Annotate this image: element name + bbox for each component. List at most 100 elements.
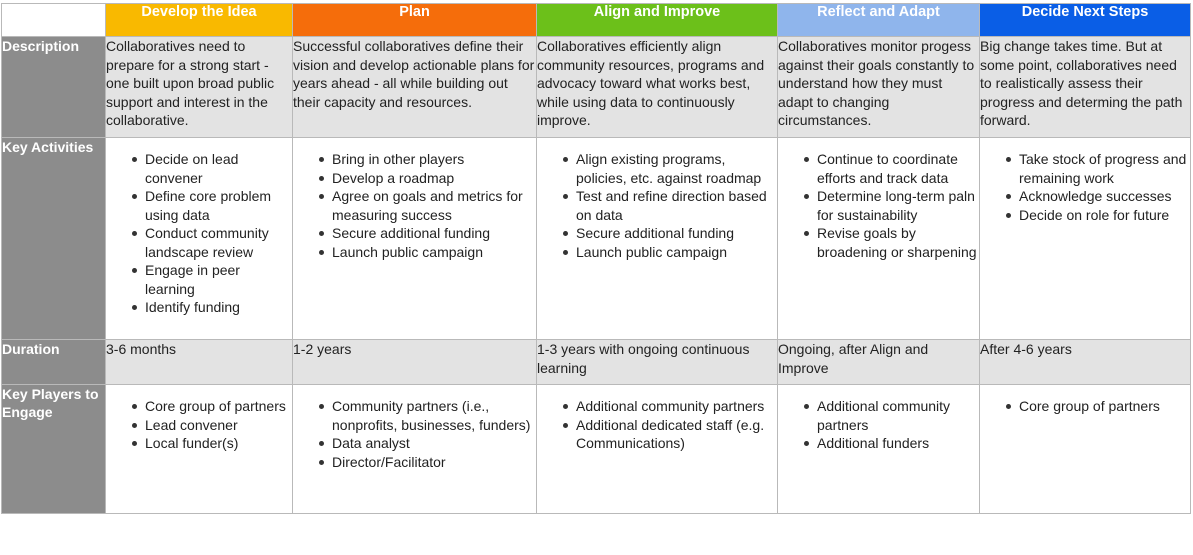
list-item: Identify funding xyxy=(132,298,292,317)
players-cell: Additional community partners Additional … xyxy=(536,384,778,514)
list-item-text: Community partners (i.e., nonprofits, bu… xyxy=(332,398,531,433)
activities-cell: Decide on lead convener Define core probl… xyxy=(105,137,293,340)
bullet-icon xyxy=(132,268,137,273)
description-cell: Collaboratives efficiently align communi… xyxy=(536,36,778,138)
list-item: Determine long-term paln for sustainabil… xyxy=(804,187,979,224)
duration-row: Duration 3-6 months 1-2 years 1-3 years … xyxy=(1,339,1191,385)
key-activities-row: Key Activities Decide on lead convener De… xyxy=(1,137,1191,340)
activities-list: Continue to coordinate efforts and track… xyxy=(779,150,979,261)
bullet-icon xyxy=(563,404,568,409)
phase-header-row: Develop the Idea Plan Align and Improve … xyxy=(1,3,1191,37)
list-item: Core group of partners xyxy=(1006,397,1190,416)
duration-cell: Ongoing, after Align and Improve xyxy=(777,339,980,385)
bullet-icon xyxy=(132,441,137,446)
list-item: Additional community partners xyxy=(804,397,979,434)
players-list: Core group of partners Lead convener Local… xyxy=(107,397,292,453)
list-item-text: Director/Facilitator xyxy=(332,453,446,470)
list-item-text: Bring in other players xyxy=(332,151,465,167)
row-header-key-players: Key Players to Engage xyxy=(1,384,106,514)
list-item: Test and refine direction based on data xyxy=(563,187,777,224)
players-list: Additional community partners Additional … xyxy=(538,397,777,453)
list-item-text: Secure additional funding xyxy=(576,225,735,241)
list-item: Local funder(s) xyxy=(132,434,292,453)
description-cell: Collaboratives need to prepare for a str… xyxy=(105,36,293,138)
activities-cell: Bring in other players Develop a roadmap A… xyxy=(292,137,537,340)
list-item-text: Take stock of progress and remaining wor… xyxy=(1019,151,1187,186)
bullet-icon xyxy=(563,157,568,162)
list-item: Bring in other players xyxy=(319,150,536,169)
players-list: Core group of partners xyxy=(981,397,1190,416)
list-item-text: Align existing programs, policies, etc. … xyxy=(576,151,762,186)
bullet-icon xyxy=(319,157,324,162)
list-item: Lead convener xyxy=(132,416,292,435)
bullet-icon xyxy=(563,422,568,428)
bullet-icon xyxy=(804,157,809,162)
list-item-text: Acknowledge successes xyxy=(1019,188,1172,204)
players-cell: Core group of partners Lead convener Local… xyxy=(105,384,293,514)
list-item: Launch public campaign xyxy=(319,243,536,262)
players-cell: Community partners (i.e., nonprofits, bu… xyxy=(292,384,537,514)
bullet-icon xyxy=(319,175,324,181)
duration-cell: 1-3 years with ongoing continuous learni… xyxy=(536,339,778,385)
activities-cell: Continue to coordinate efforts and track… xyxy=(777,137,980,340)
players-cell: Additional community partners Additional … xyxy=(777,384,980,514)
bullet-icon xyxy=(563,231,568,236)
list-item-text: Continue to coordinate efforts and track… xyxy=(817,151,958,186)
phase-matrix-table: Develop the Idea Plan Align and Improve … xyxy=(1,3,1191,514)
list-item-text: Lead convener xyxy=(145,416,238,433)
list-item: Data analyst xyxy=(319,434,536,453)
list-item-text: Identify funding xyxy=(145,299,240,315)
description-cell: Big change takes time. But at some point… xyxy=(979,36,1191,138)
list-item: Secure additional funding xyxy=(563,224,777,243)
bullet-icon xyxy=(804,404,809,409)
bullet-icon xyxy=(319,194,324,199)
bullet-icon xyxy=(804,441,809,446)
activities-list: Decide on lead convener Define core probl… xyxy=(107,150,292,317)
corner-cell xyxy=(1,3,106,37)
bullet-icon xyxy=(132,404,137,409)
list-item: Community partners (i.e., nonprofits, bu… xyxy=(319,397,536,434)
list-item-text: Revise goals by broadening or sharpening xyxy=(817,225,977,260)
list-item: Agree on goals and metrics for measuring… xyxy=(319,187,536,224)
bullet-icon xyxy=(132,422,137,428)
list-item-text: Secure additional funding xyxy=(332,225,491,241)
players-list: Additional community partners Additional … xyxy=(779,397,979,453)
bullet-icon xyxy=(1006,404,1011,409)
bullet-icon xyxy=(319,231,324,236)
list-item: Launch public campaign xyxy=(563,243,777,262)
list-item: Define core problem using data xyxy=(132,187,292,224)
list-item: Continue to coordinate efforts and track… xyxy=(804,150,979,187)
list-item-text: Core group of partners xyxy=(1019,398,1160,414)
activities-list: Align existing programs, policies, etc. … xyxy=(538,150,777,262)
bullet-icon xyxy=(804,194,809,199)
activities-cell: Align existing programs, policies, etc. … xyxy=(536,137,778,340)
list-item: Conduct community landscape review xyxy=(132,224,292,261)
list-item-text: Agree on goals and metrics for measuring… xyxy=(332,188,523,223)
list-item-text: Engage in peer learning xyxy=(145,262,240,297)
list-item-text: Test and refine direction based on data xyxy=(576,188,767,223)
list-item: Acknowledge successes xyxy=(1006,187,1190,206)
list-item: Engage in peer learning xyxy=(132,261,292,298)
list-item-text: Data analyst xyxy=(332,435,410,451)
bullet-icon xyxy=(1006,194,1011,199)
list-item: Develop a roadmap xyxy=(319,169,536,188)
row-header-description: Description xyxy=(1,36,106,138)
activities-list: Take stock of progress and remaining wor… xyxy=(981,150,1190,225)
bullet-icon xyxy=(319,249,324,255)
bullet-icon xyxy=(563,194,568,199)
list-item: Additional funders xyxy=(804,434,979,453)
description-cell: Collaboratives monitor progess against t… xyxy=(777,36,980,138)
list-item-text: Launch public campaign xyxy=(576,243,727,260)
duration-cell: 1-2 years xyxy=(292,339,537,385)
list-item-text: Additional community partners xyxy=(817,398,951,433)
list-item-text: Local funder(s) xyxy=(145,435,239,451)
list-item-text: Decide on lead convener xyxy=(145,151,239,186)
list-item: Decide on role for future xyxy=(1006,206,1190,225)
phase-header-plan: Plan xyxy=(292,3,537,37)
list-item: Director/Facilitator xyxy=(319,453,536,472)
duration-cell: 3-6 months xyxy=(105,339,293,385)
bullet-icon xyxy=(132,231,137,236)
activities-list: Bring in other players Develop a roadmap A… xyxy=(294,150,536,262)
bullet-icon xyxy=(132,194,137,199)
phase-header-reflect: Reflect and Adapt xyxy=(777,3,980,37)
